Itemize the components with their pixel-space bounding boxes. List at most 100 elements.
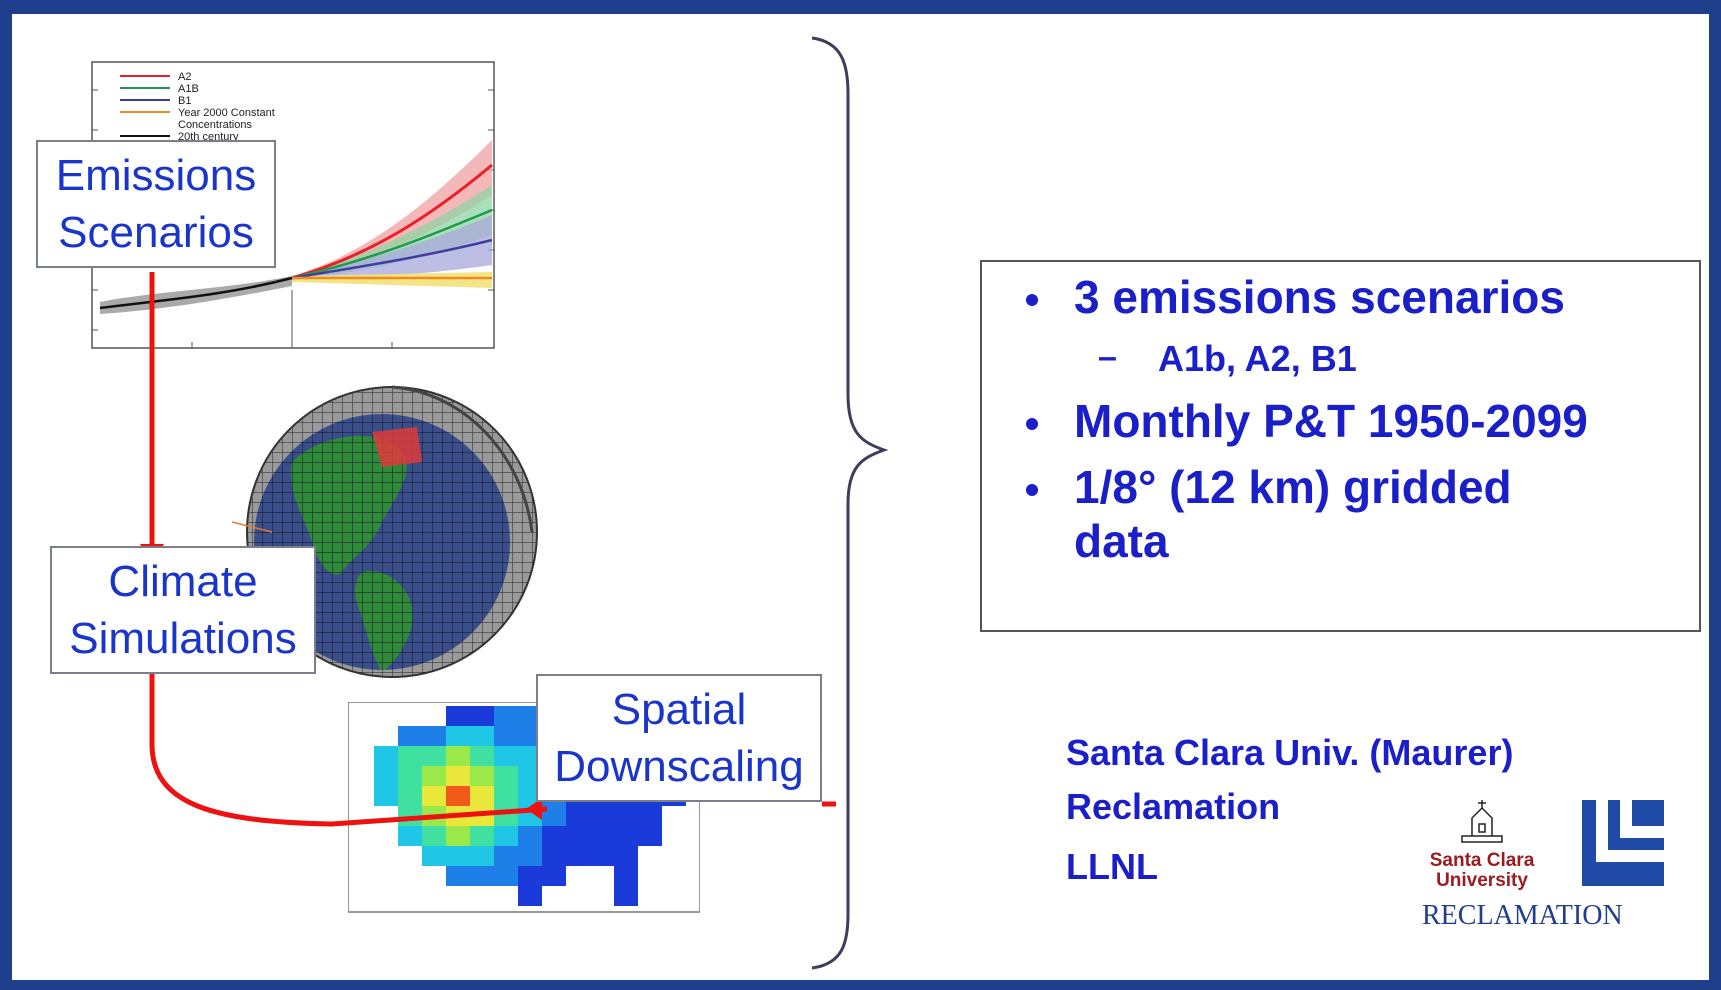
- grid-cell: [614, 866, 638, 886]
- climate-simulations-box: Climate Simulations: [50, 546, 316, 674]
- grid-cell: [494, 786, 518, 806]
- grid-cell: [590, 806, 614, 826]
- grid-cell: [446, 746, 470, 766]
- grid-cell: [494, 866, 518, 886]
- grid-cell: [422, 726, 446, 746]
- grid-cell: [470, 826, 494, 846]
- legend-a2: A2: [178, 71, 191, 83]
- grid-cell: [518, 866, 542, 886]
- grid-cell: [398, 746, 422, 766]
- grid-cell: [494, 826, 518, 846]
- reclamation-logo-text: RECLAMATION: [1422, 900, 1623, 931]
- grid-cell: [638, 806, 662, 826]
- reclamation-logo-stripe: [1596, 850, 1664, 862]
- grid-cell: [470, 726, 494, 746]
- bullet-emissions: 3 emissions scenarios: [1074, 271, 1565, 323]
- grid-cell: [614, 886, 638, 906]
- credit-llnl: LLNL: [1066, 846, 1158, 887]
- downscaling-line2: Downscaling: [554, 742, 804, 791]
- grid-cell: [398, 766, 422, 786]
- grid-cell: [422, 826, 446, 846]
- grid-cell: [542, 846, 566, 866]
- grid-cell: [494, 726, 518, 746]
- legend-constant: Year 2000 Constant: [178, 107, 275, 119]
- legend-a1b: A1B: [178, 83, 199, 95]
- bullet-dot: [1026, 484, 1038, 496]
- reclamation-logo-stripe: [1620, 826, 1664, 838]
- grid-cell: [470, 786, 494, 806]
- grid-cell: [422, 766, 446, 786]
- reclamation-logo-mark: [1582, 800, 1664, 886]
- grid-cell: [470, 746, 494, 766]
- grid-cell: [566, 826, 590, 846]
- grid-cell: [470, 866, 494, 886]
- grid-cell: [542, 806, 566, 826]
- grid-cell: [446, 846, 470, 866]
- scu-text-2: University: [1436, 870, 1528, 891]
- grid-cell: [374, 786, 398, 806]
- reclamation-logo-stripe: [1596, 800, 1608, 862]
- grid-cell: [446, 786, 470, 806]
- grid-cell: [446, 726, 470, 746]
- emissions-line2: Scenarios: [58, 208, 254, 257]
- climate-line1: Climate: [108, 557, 258, 606]
- mission-church-icon: [1461, 800, 1503, 843]
- grid-cell: [494, 706, 518, 726]
- slide: A2 A1B B1 Year 2000 Constant Concentrati…: [12, 14, 1709, 980]
- grid-cell: [566, 846, 590, 866]
- globe-grid-graphic: [232, 385, 538, 678]
- grid-cell: [518, 846, 542, 866]
- grouping-brace: [811, 36, 889, 970]
- grid-cell: [542, 866, 566, 886]
- downscaling-line1: Spatial: [611, 685, 747, 734]
- legend-constant-2: Concentrations: [178, 119, 252, 131]
- grid-cell: [470, 766, 494, 786]
- grid-cell: [422, 746, 446, 766]
- grid-cell: [566, 806, 590, 826]
- grid-cell: [398, 826, 422, 846]
- grid-cell: [614, 806, 638, 826]
- grid-cell: [518, 826, 542, 846]
- grid-cell: [422, 846, 446, 866]
- grid-cell: [398, 786, 422, 806]
- grid-cell: [518, 886, 542, 906]
- grid-cell: [614, 826, 638, 846]
- scu-text-1: Santa Clara: [1430, 850, 1535, 871]
- grid-cell: [494, 746, 518, 766]
- grid-cell: [446, 766, 470, 786]
- arrow-head-left: [526, 798, 542, 820]
- grid-cell: [446, 706, 470, 726]
- bullet-sub-scenarios: A1b, A2, B1: [1158, 338, 1357, 379]
- grid-cell: [446, 826, 470, 846]
- spatial-downscaling-box: Spatial Downscaling: [536, 674, 822, 802]
- emissions-line1: Emissions: [55, 151, 257, 200]
- grid-cell: [446, 866, 470, 886]
- grid-cell: [470, 706, 494, 726]
- grid-cell: [542, 826, 566, 846]
- grid-cell: [470, 846, 494, 866]
- grid-cell: [374, 766, 398, 786]
- grid-cell: [494, 846, 518, 866]
- grid-cell: [422, 786, 446, 806]
- sub-dash: –: [1098, 338, 1117, 376]
- emissions-scenarios-box: Emissions Scenarios: [36, 140, 276, 268]
- legend-b1: B1: [178, 95, 191, 107]
- grid-cell: [638, 826, 662, 846]
- credit-santa-clara: Santa Clara Univ. (Maurer): [1066, 732, 1514, 773]
- grid-cell: [590, 826, 614, 846]
- grid-cell: [374, 746, 398, 766]
- credit-reclamation: Reclamation: [1066, 786, 1281, 827]
- summary-box: 3 emissions scenarios – A1b, A2, B1 Mont…: [980, 260, 1701, 632]
- scu-logo: Santa Clara University: [1430, 800, 1535, 891]
- climate-line2: Simulations: [69, 614, 297, 663]
- arrow-climate-to-downscaling: [149, 670, 548, 827]
- grid-cell: [590, 846, 614, 866]
- bullet-gridded-2: data: [1074, 515, 1169, 567]
- bullet-gridded-1: 1/8° (12 km) gridded: [1074, 461, 1512, 513]
- grid-cell: [398, 726, 422, 746]
- bullet-dot: [1026, 418, 1038, 430]
- grid-cell: [494, 766, 518, 786]
- bullet-monthly: Monthly P&T 1950-2099: [1074, 395, 1588, 447]
- bullet-dot: [1026, 294, 1038, 306]
